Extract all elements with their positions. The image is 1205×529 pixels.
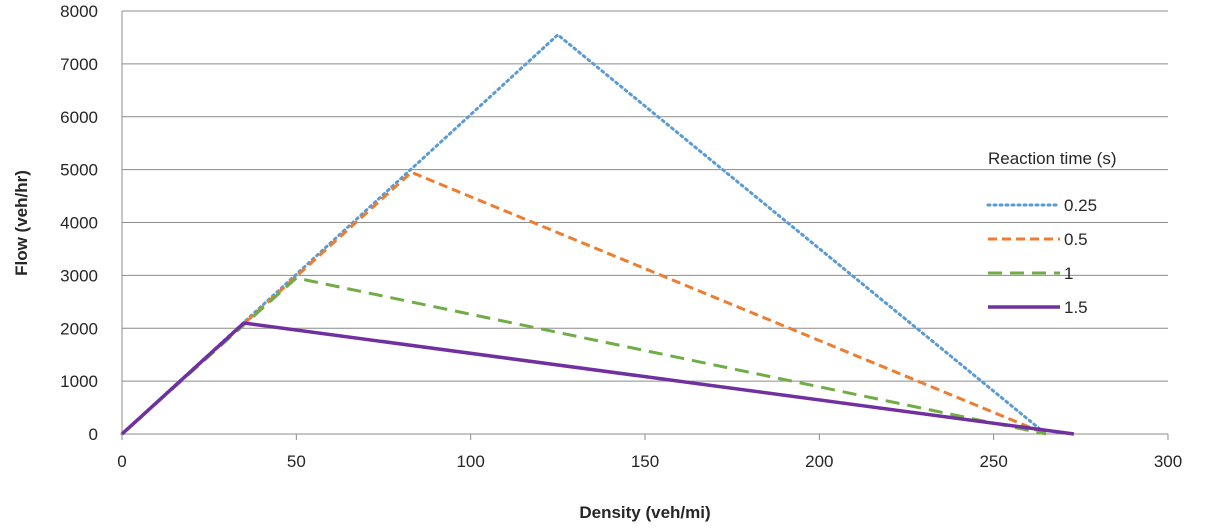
legend-label-0: 0.25 bbox=[1064, 196, 1097, 215]
legend-label-2: 1 bbox=[1064, 264, 1073, 283]
x-tick-label: 100 bbox=[456, 452, 484, 471]
legend-title: Reaction time (s) bbox=[988, 149, 1116, 168]
series-line-3 bbox=[120, 321, 1075, 436]
legend: Reaction time (s) 0.25 0.5 1 1.5 bbox=[986, 149, 1116, 317]
x-tick-labels: 0 50 100 150 200 250 300 bbox=[117, 452, 1182, 471]
y-axis-title: Flow (veh/hr) bbox=[12, 170, 31, 276]
y-tick-label: 1000 bbox=[60, 372, 98, 391]
x-tick-label: 300 bbox=[1154, 452, 1182, 471]
x-tick-label: 50 bbox=[287, 452, 306, 471]
series-line-0 bbox=[120, 32, 1048, 436]
series-lines bbox=[120, 32, 1075, 436]
x-tick-label: 250 bbox=[979, 452, 1007, 471]
y-tick-label: 8000 bbox=[60, 2, 98, 21]
y-tick-label: 6000 bbox=[60, 108, 98, 127]
axes bbox=[121, 11, 1169, 440]
y-tick-label: 2000 bbox=[60, 319, 98, 338]
x-axis-title: Density (veh/mi) bbox=[579, 503, 710, 522]
x-tick-label: 200 bbox=[805, 452, 833, 471]
y-tick-label: 4000 bbox=[60, 214, 98, 233]
y-tick-label: 0 bbox=[89, 425, 98, 444]
series-line-1 bbox=[120, 170, 1047, 436]
y-tick-label: 5000 bbox=[60, 161, 98, 180]
gridlines bbox=[122, 10, 1168, 382]
legend-label-3: 1.5 bbox=[1064, 298, 1088, 317]
y-tick-label: 3000 bbox=[60, 266, 98, 285]
y-tick-label: 7000 bbox=[60, 55, 98, 74]
x-tick-label: 150 bbox=[631, 452, 659, 471]
y-tick-labels: 0 1000 2000 3000 4000 5000 6000 7000 8000 bbox=[60, 2, 98, 444]
legend-label-1: 0.5 bbox=[1064, 230, 1088, 249]
x-tick-label: 0 bbox=[117, 452, 126, 471]
